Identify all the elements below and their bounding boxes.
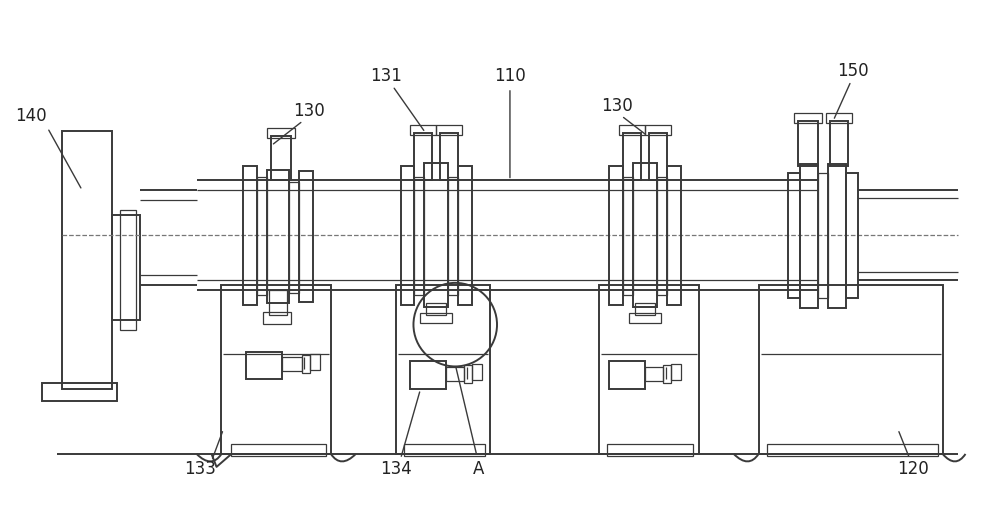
Bar: [657, 177, 667, 295]
Bar: [299, 172, 313, 302]
Bar: [267, 171, 289, 303]
Bar: [635, 303, 655, 315]
Text: 120: 120: [897, 460, 929, 478]
Bar: [120, 210, 136, 330]
Bar: [424, 163, 448, 307]
Bar: [42, 383, 117, 401]
Bar: [257, 177, 267, 295]
Bar: [267, 128, 295, 138]
Bar: [243, 165, 257, 305]
Bar: [645, 125, 671, 135]
Bar: [440, 133, 458, 180]
Bar: [472, 365, 482, 380]
Text: 130: 130: [293, 102, 325, 120]
Bar: [446, 368, 464, 381]
Bar: [826, 113, 852, 123]
Bar: [609, 165, 623, 305]
Text: 131: 131: [370, 67, 402, 85]
Bar: [271, 136, 291, 180]
Bar: [828, 163, 846, 308]
Text: A: A: [472, 460, 484, 478]
Bar: [671, 365, 681, 380]
Bar: [302, 356, 310, 373]
Bar: [629, 313, 661, 323]
Bar: [221, 285, 331, 454]
Bar: [663, 366, 671, 383]
Bar: [607, 444, 693, 456]
Bar: [401, 165, 414, 305]
Bar: [414, 177, 424, 295]
Bar: [448, 177, 458, 295]
Text: 133: 133: [184, 460, 216, 478]
Bar: [458, 165, 472, 305]
Bar: [649, 133, 667, 180]
Text: 140: 140: [15, 107, 46, 125]
Bar: [623, 177, 633, 295]
Bar: [794, 113, 822, 123]
Bar: [667, 165, 681, 305]
Bar: [599, 285, 699, 454]
Bar: [246, 352, 282, 380]
Bar: [846, 174, 858, 298]
Text: 110: 110: [494, 67, 526, 85]
Bar: [798, 121, 818, 165]
Bar: [645, 368, 663, 381]
Bar: [800, 163, 818, 308]
Bar: [633, 163, 657, 307]
Bar: [112, 215, 140, 320]
Bar: [464, 366, 472, 383]
Bar: [759, 285, 943, 454]
Bar: [231, 444, 326, 456]
Bar: [62, 131, 112, 389]
Bar: [609, 361, 645, 389]
Bar: [404, 444, 485, 456]
Text: 150: 150: [837, 62, 869, 80]
Bar: [263, 311, 291, 323]
Bar: [420, 313, 452, 323]
Bar: [623, 133, 641, 180]
Bar: [830, 121, 848, 165]
Bar: [410, 125, 436, 135]
Bar: [269, 290, 287, 315]
Bar: [289, 183, 299, 293]
Bar: [282, 357, 302, 371]
Text: 134: 134: [380, 460, 411, 478]
Bar: [396, 285, 490, 454]
Bar: [310, 355, 320, 370]
Bar: [414, 133, 432, 180]
Bar: [436, 125, 462, 135]
Bar: [619, 125, 645, 135]
Text: 130: 130: [601, 97, 633, 115]
Bar: [818, 174, 828, 298]
Bar: [767, 444, 938, 456]
Bar: [410, 361, 446, 389]
Bar: [788, 174, 800, 298]
Bar: [426, 303, 446, 315]
